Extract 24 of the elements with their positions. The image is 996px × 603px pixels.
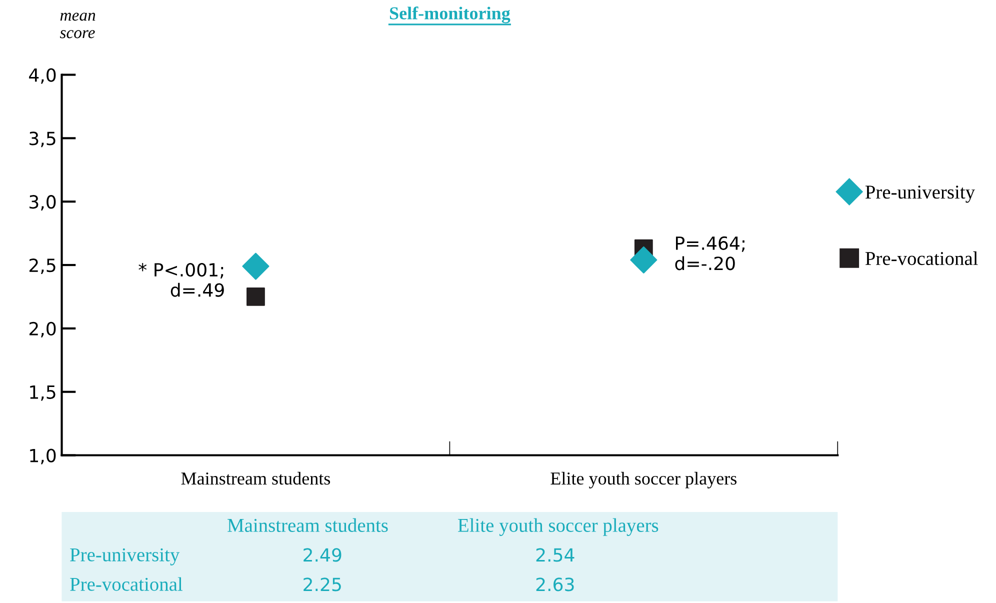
point	[246, 288, 265, 306]
text: Pre-vocational	[70, 577, 183, 591]
chart-title: Self-monitoring	[390, 6, 510, 24]
data-label: 2.54	[536, 548, 574, 562]
y-tick-label: 2,0	[30, 322, 56, 338]
category-label: Mainstream students	[228, 518, 388, 532]
point	[630, 246, 658, 274]
data-label: 2.25	[304, 578, 341, 592]
y-tick-label: 3,0	[30, 195, 56, 211]
annotation: * P<.001; d=.49	[138, 262, 224, 297]
y-tick-label: 1,5	[30, 386, 56, 401]
legend-label: Pre-university	[865, 186, 975, 203]
annotation: P=.464; d=-.20	[675, 236, 744, 270]
category-label: Elite youth soccer players	[458, 518, 658, 536]
point	[242, 252, 270, 280]
legend-label: Pre-vocational	[865, 251, 978, 266]
data-label: 2.63	[536, 578, 574, 592]
y-axis-title: mean score	[60, 12, 96, 38]
y-tick-label: 1,0	[30, 448, 56, 464]
y-tick-label: 4,0	[29, 68, 56, 84]
y-tick-label: 3,5	[30, 132, 56, 148]
y-tick-label: 2,5	[30, 258, 56, 274]
text: Pre-university	[70, 548, 180, 566]
data-label: 2.49	[304, 548, 342, 562]
